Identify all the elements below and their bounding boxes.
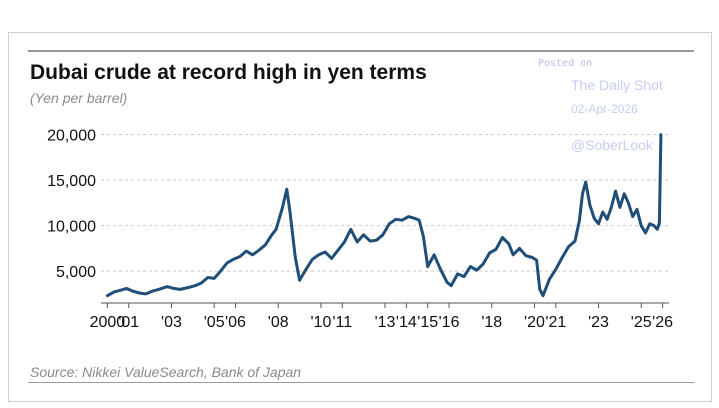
- y-tick-label: 20,000: [47, 128, 96, 145]
- watermark-handle: @SoberLook: [571, 137, 653, 153]
- y-tick-labels: 5,000 10,000 15,000 20,000: [47, 128, 96, 282]
- bottom-rule: [28, 382, 694, 383]
- x-tick-label: '13: [375, 314, 396, 331]
- x-tick-label: '18: [481, 314, 502, 331]
- x-tick-label: '10: [311, 314, 332, 331]
- x-tick-label: '03: [161, 314, 182, 331]
- x-tick-label: '16: [439, 314, 460, 331]
- series: [105, 133, 663, 298]
- x-tick-label: '11: [332, 314, 352, 331]
- watermark-date: 02-Apr-2026: [571, 102, 638, 116]
- x-tick-label: '26: [652, 314, 673, 331]
- x-tick-label: '05: [204, 314, 225, 331]
- x-tick-label: '20: [524, 314, 545, 331]
- x-tick-label: '08: [268, 314, 289, 331]
- y-tick-label: 5,000: [56, 264, 96, 281]
- x-tick-label: '01: [118, 314, 139, 331]
- series-line-0: [105, 133, 663, 298]
- watermark-name: The Daily Shot: [571, 77, 663, 93]
- watermark-posted: Posted on: [538, 58, 593, 69]
- top-rule: [28, 50, 694, 52]
- chart-subtitle: (Yen per barrel): [30, 90, 128, 106]
- x-tick-label: '23: [588, 314, 609, 331]
- x-tick-label: '06: [225, 314, 246, 331]
- gridlines: [101, 134, 669, 272]
- x-tick-labels: 2000'01 '03 '05'06 '08 '10'11 '13'14'15'16 '18…: [90, 314, 674, 331]
- x-tick-label: '25: [631, 314, 652, 331]
- x-tick-label: '14: [396, 314, 417, 331]
- x-tick-label: 2000: [90, 314, 126, 331]
- x-tick-label: '15: [417, 314, 438, 331]
- x-tick-label: '21: [545, 314, 566, 331]
- y-tick-label: 10,000: [47, 219, 96, 236]
- chart-source: Source: Nikkei ValueSearch, Bank of Japa…: [30, 364, 302, 380]
- chart-title: Dubai crude at record high in yen terms: [30, 61, 427, 84]
- axes: [101, 302, 669, 308]
- y-tick-label: 15,000: [47, 173, 96, 190]
